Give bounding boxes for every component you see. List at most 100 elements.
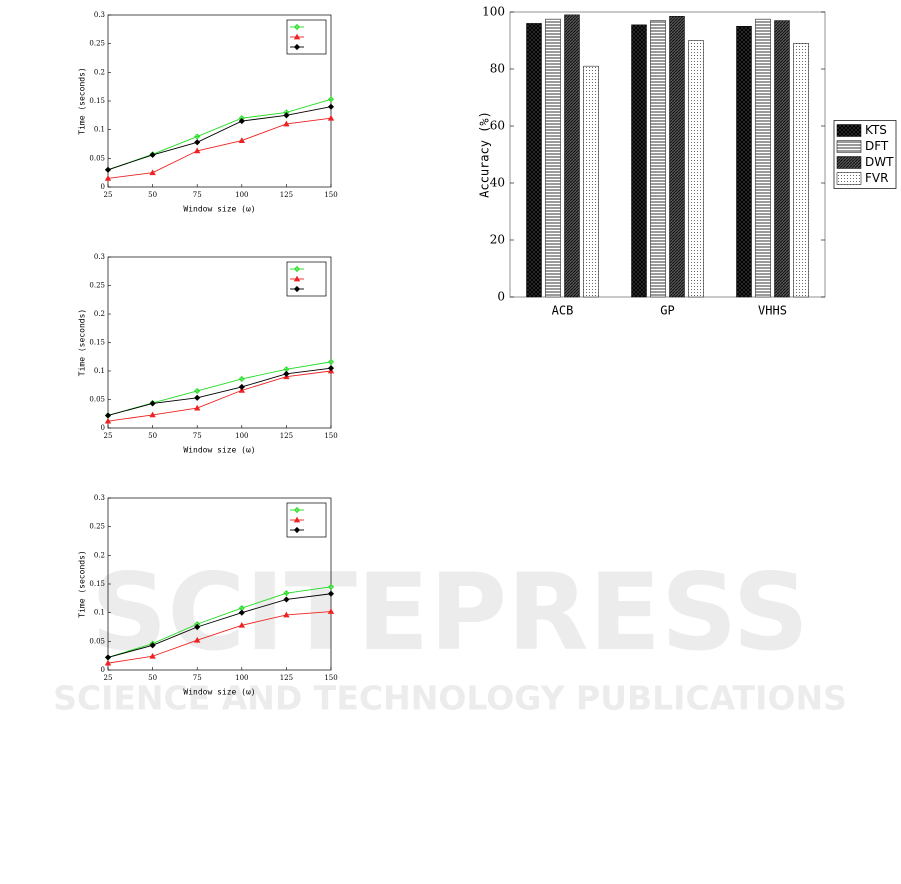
y-tick-label: 0 xyxy=(101,666,105,674)
marker xyxy=(194,394,201,401)
y-tick-label: 0.15 xyxy=(89,580,105,588)
bar xyxy=(631,24,647,298)
y-tick-label: 100 xyxy=(482,5,505,19)
series-line xyxy=(107,367,332,416)
marker xyxy=(327,96,335,103)
y-axis-label: Time (seconds) xyxy=(78,309,87,376)
x-tick-label: 50 xyxy=(148,191,157,199)
legend-marker xyxy=(293,265,301,273)
series-line xyxy=(107,586,332,658)
marker xyxy=(283,120,290,127)
marker xyxy=(238,375,245,383)
legend-swatch xyxy=(836,172,862,185)
y-tick-label: 0.3 xyxy=(94,494,105,502)
series-line xyxy=(107,370,332,422)
marker xyxy=(104,654,112,661)
marker xyxy=(194,387,201,395)
x-tick-label: 50 xyxy=(148,674,157,682)
x-tick-label: 25 xyxy=(104,191,113,199)
marker xyxy=(194,139,201,146)
marker xyxy=(149,151,156,158)
x-tick-label: 150 xyxy=(324,432,337,440)
y-axis-label: Accuracy (%) xyxy=(478,111,492,198)
marker xyxy=(327,608,335,614)
y-tick-label: 0.2 xyxy=(94,551,105,559)
marker xyxy=(104,659,112,666)
marker xyxy=(149,642,156,649)
x-tick-label: VHHS xyxy=(758,304,787,318)
y-tick-label: 0 xyxy=(497,290,505,304)
x-tick-label: 25 xyxy=(104,432,113,440)
y-tick-label: 20 xyxy=(490,233,505,247)
series-line xyxy=(107,117,332,179)
y-tick-label: 60 xyxy=(490,119,505,133)
marker xyxy=(194,133,201,140)
legend-label: DFT xyxy=(865,139,889,153)
y-tick-label: 0.25 xyxy=(89,282,105,290)
marker xyxy=(194,404,201,411)
marker xyxy=(238,621,245,628)
legend-marker xyxy=(293,526,301,534)
marker xyxy=(327,590,335,597)
marker xyxy=(327,365,335,372)
legend-label: DWT xyxy=(865,155,894,169)
marker xyxy=(104,175,112,181)
y-tick-label: 40 xyxy=(490,176,505,190)
legend-marker xyxy=(293,43,301,51)
y-tick-label: 0.15 xyxy=(89,339,105,347)
legend-marker xyxy=(293,33,301,40)
marker xyxy=(283,590,290,597)
marker xyxy=(327,358,335,365)
bar xyxy=(774,20,790,298)
marker xyxy=(327,103,335,110)
marker xyxy=(283,611,290,618)
bar xyxy=(669,16,685,298)
y-tick-label: 0.1 xyxy=(94,367,105,375)
x-tick-label: 125 xyxy=(280,432,293,440)
x-tick-label: ACB xyxy=(552,304,574,318)
legend-marker xyxy=(293,506,301,514)
marker xyxy=(283,596,290,603)
bar xyxy=(736,26,752,298)
bar xyxy=(545,18,561,298)
y-tick-label: 0.05 xyxy=(89,396,105,404)
marker xyxy=(149,400,156,407)
x-tick-label: 25 xyxy=(104,674,113,682)
x-tick-label: GP xyxy=(660,304,674,318)
x-axis-label: Window size (ω) xyxy=(183,688,255,697)
legend-swatch xyxy=(836,140,862,153)
marker xyxy=(238,609,245,616)
watermark-title: SCITEPRESS xyxy=(91,551,809,674)
x-tick-label: 75 xyxy=(193,432,202,440)
marker xyxy=(104,166,112,173)
legend-marker xyxy=(293,275,301,282)
marker xyxy=(194,636,201,643)
x-tick-label: 125 xyxy=(280,191,293,199)
series-line xyxy=(107,361,332,416)
legend-marker xyxy=(293,23,301,31)
y-tick-label: 0.25 xyxy=(89,523,105,531)
marker xyxy=(238,383,245,391)
x-axis-label: Window size (ω) xyxy=(183,446,255,455)
x-axis-label: Window size (ω) xyxy=(183,205,255,214)
marker xyxy=(238,137,245,143)
y-tick-label: 0 xyxy=(101,424,105,432)
y-tick-label: 80 xyxy=(490,62,505,76)
y-tick-label: 0.2 xyxy=(94,68,105,76)
bar xyxy=(650,20,666,298)
marker xyxy=(194,623,201,631)
y-tick-label: 0.05 xyxy=(89,154,105,162)
marker xyxy=(238,387,245,393)
marker xyxy=(327,583,335,590)
x-tick-label: 125 xyxy=(280,674,293,682)
bar xyxy=(688,40,704,298)
marker xyxy=(283,112,290,119)
legend-swatch xyxy=(836,124,862,137)
marker xyxy=(104,417,112,424)
y-tick-label: 0.15 xyxy=(89,97,105,105)
legend-swatch xyxy=(836,156,862,169)
y-tick-label: 0.2 xyxy=(94,310,105,318)
series-line xyxy=(107,98,332,171)
x-tick-label: 150 xyxy=(324,191,337,199)
